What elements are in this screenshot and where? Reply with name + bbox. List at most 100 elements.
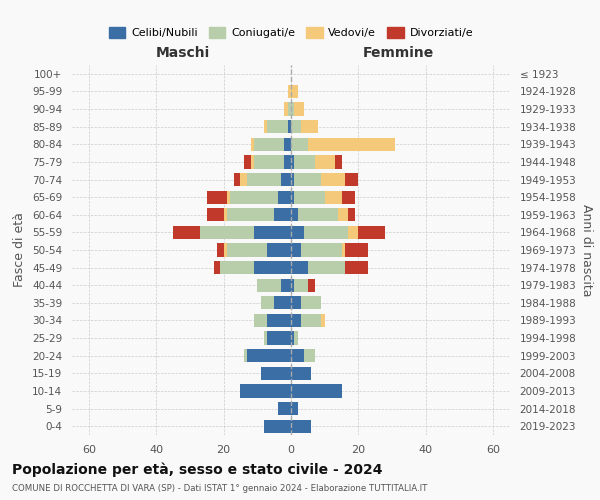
Bar — [274, 208, 291, 222]
Bar — [291, 314, 301, 327]
Bar — [264, 120, 268, 134]
Bar — [281, 173, 291, 186]
Bar — [295, 173, 322, 186]
Bar — [254, 156, 284, 168]
Bar — [295, 102, 304, 116]
Bar — [314, 156, 335, 168]
Bar — [291, 102, 295, 116]
Bar — [257, 278, 281, 292]
Bar — [200, 226, 254, 239]
Bar — [284, 102, 287, 116]
Bar — [291, 278, 295, 292]
Bar — [268, 314, 291, 327]
Bar — [287, 120, 291, 134]
Bar — [260, 366, 291, 380]
Bar — [301, 314, 322, 327]
Bar — [301, 244, 341, 256]
Bar — [291, 366, 311, 380]
Bar — [295, 156, 314, 168]
Bar — [295, 190, 325, 204]
Bar — [291, 349, 304, 362]
Bar — [227, 208, 274, 222]
Bar — [217, 244, 224, 256]
Bar — [173, 226, 200, 239]
Bar — [291, 208, 298, 222]
Bar — [284, 138, 291, 151]
Bar — [291, 173, 295, 186]
Bar — [291, 120, 301, 134]
Bar — [247, 173, 281, 186]
Bar — [214, 261, 220, 274]
Bar — [345, 173, 358, 186]
Text: Maschi: Maschi — [156, 46, 211, 60]
Bar — [244, 349, 247, 362]
Bar — [268, 244, 291, 256]
Bar — [278, 190, 291, 204]
Bar — [308, 138, 395, 151]
Bar — [322, 314, 325, 327]
Bar — [254, 314, 268, 327]
Bar — [341, 244, 345, 256]
Bar — [284, 156, 291, 168]
Legend: Celibi/Nubili, Coniugati/e, Vedovi/e, Divorziati/e: Celibi/Nubili, Coniugati/e, Vedovi/e, Di… — [104, 22, 478, 43]
Bar — [251, 156, 254, 168]
Y-axis label: Anni di nascita: Anni di nascita — [580, 204, 593, 296]
Bar — [291, 244, 301, 256]
Bar — [264, 332, 268, 344]
Bar — [227, 244, 268, 256]
Bar — [348, 226, 358, 239]
Bar — [251, 138, 254, 151]
Bar — [358, 226, 385, 239]
Bar — [207, 190, 227, 204]
Bar — [281, 278, 291, 292]
Bar — [291, 261, 308, 274]
Bar — [335, 156, 341, 168]
Bar — [291, 85, 298, 98]
Bar — [268, 120, 287, 134]
Bar — [254, 138, 284, 151]
Text: Femmine: Femmine — [363, 46, 434, 60]
Bar — [295, 332, 298, 344]
Bar — [264, 420, 291, 433]
Bar — [304, 349, 314, 362]
Bar — [241, 384, 291, 398]
Bar — [298, 208, 338, 222]
Bar — [278, 402, 291, 415]
Bar — [254, 261, 291, 274]
Bar — [291, 332, 295, 344]
Bar — [291, 156, 295, 168]
Bar — [207, 208, 224, 222]
Bar — [220, 261, 254, 274]
Bar — [291, 420, 311, 433]
Bar — [291, 402, 298, 415]
Bar — [260, 296, 274, 310]
Text: Popolazione per età, sesso e stato civile - 2024: Popolazione per età, sesso e stato civil… — [12, 462, 383, 477]
Bar — [291, 190, 295, 204]
Bar — [338, 208, 348, 222]
Text: COMUNE DI ROCCHETTA DI VARA (SP) - Dati ISTAT 1° gennaio 2024 - Elaborazione TUT: COMUNE DI ROCCHETTA DI VARA (SP) - Dati … — [12, 484, 427, 493]
Bar — [241, 173, 247, 186]
Bar — [244, 156, 251, 168]
Bar — [308, 261, 345, 274]
Bar — [291, 226, 304, 239]
Bar — [301, 296, 322, 310]
Bar — [287, 102, 291, 116]
Bar — [274, 296, 291, 310]
Bar — [291, 384, 341, 398]
Bar — [325, 190, 341, 204]
Bar — [301, 120, 318, 134]
Bar — [224, 208, 227, 222]
Bar — [341, 190, 355, 204]
Bar — [291, 138, 308, 151]
Bar — [287, 85, 291, 98]
Bar — [291, 296, 301, 310]
Bar — [295, 278, 308, 292]
Bar — [345, 244, 368, 256]
Bar — [268, 332, 291, 344]
Bar — [348, 208, 355, 222]
Bar — [322, 173, 345, 186]
Bar — [230, 190, 278, 204]
Bar — [345, 261, 368, 274]
Bar — [308, 278, 314, 292]
Bar — [247, 349, 291, 362]
